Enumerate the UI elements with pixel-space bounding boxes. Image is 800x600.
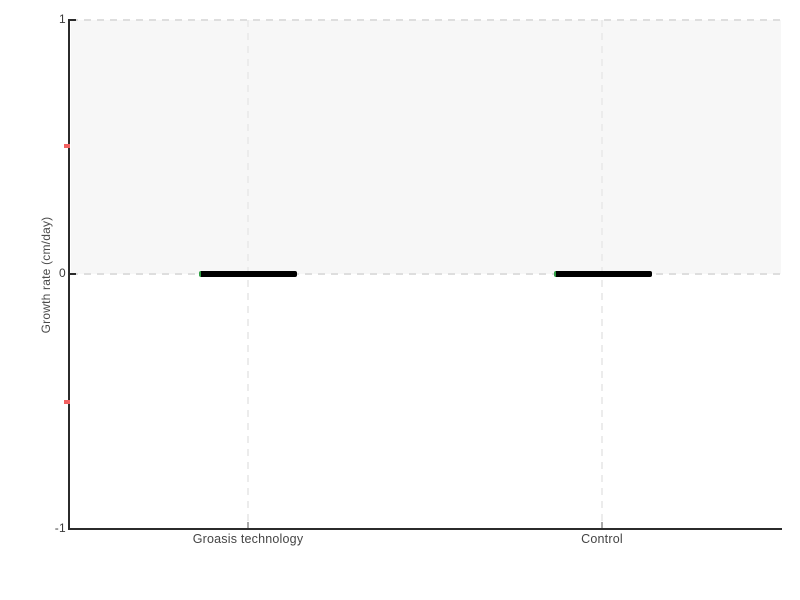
x-category-label-control: Control	[581, 532, 623, 546]
y-axis-line	[68, 19, 70, 530]
gridline-y-1	[71, 19, 781, 21]
x-axis-line	[68, 528, 782, 530]
y-minor-tick-0_5	[64, 144, 70, 148]
y-tick-label-neg-1: -1	[54, 521, 66, 535]
x-category-label-groasis: Groasis technology	[192, 532, 304, 546]
y-tick-label-1: 1	[59, 12, 66, 26]
shaded-band-0-to-1	[71, 20, 781, 274]
y-tick-label-0: 0	[59, 266, 66, 280]
y-tick-0	[70, 273, 76, 275]
box-mark-groasis	[199, 271, 297, 277]
x-tick-groasis	[247, 522, 249, 528]
box-mark-control	[554, 271, 652, 277]
y-minor-tick-neg-0_5	[64, 400, 70, 404]
y-tick-1	[70, 19, 76, 21]
y-axis-title: Growth rate (cm/day)	[39, 216, 53, 334]
gridline-y-0	[71, 273, 781, 275]
x-tick-control	[601, 522, 603, 528]
